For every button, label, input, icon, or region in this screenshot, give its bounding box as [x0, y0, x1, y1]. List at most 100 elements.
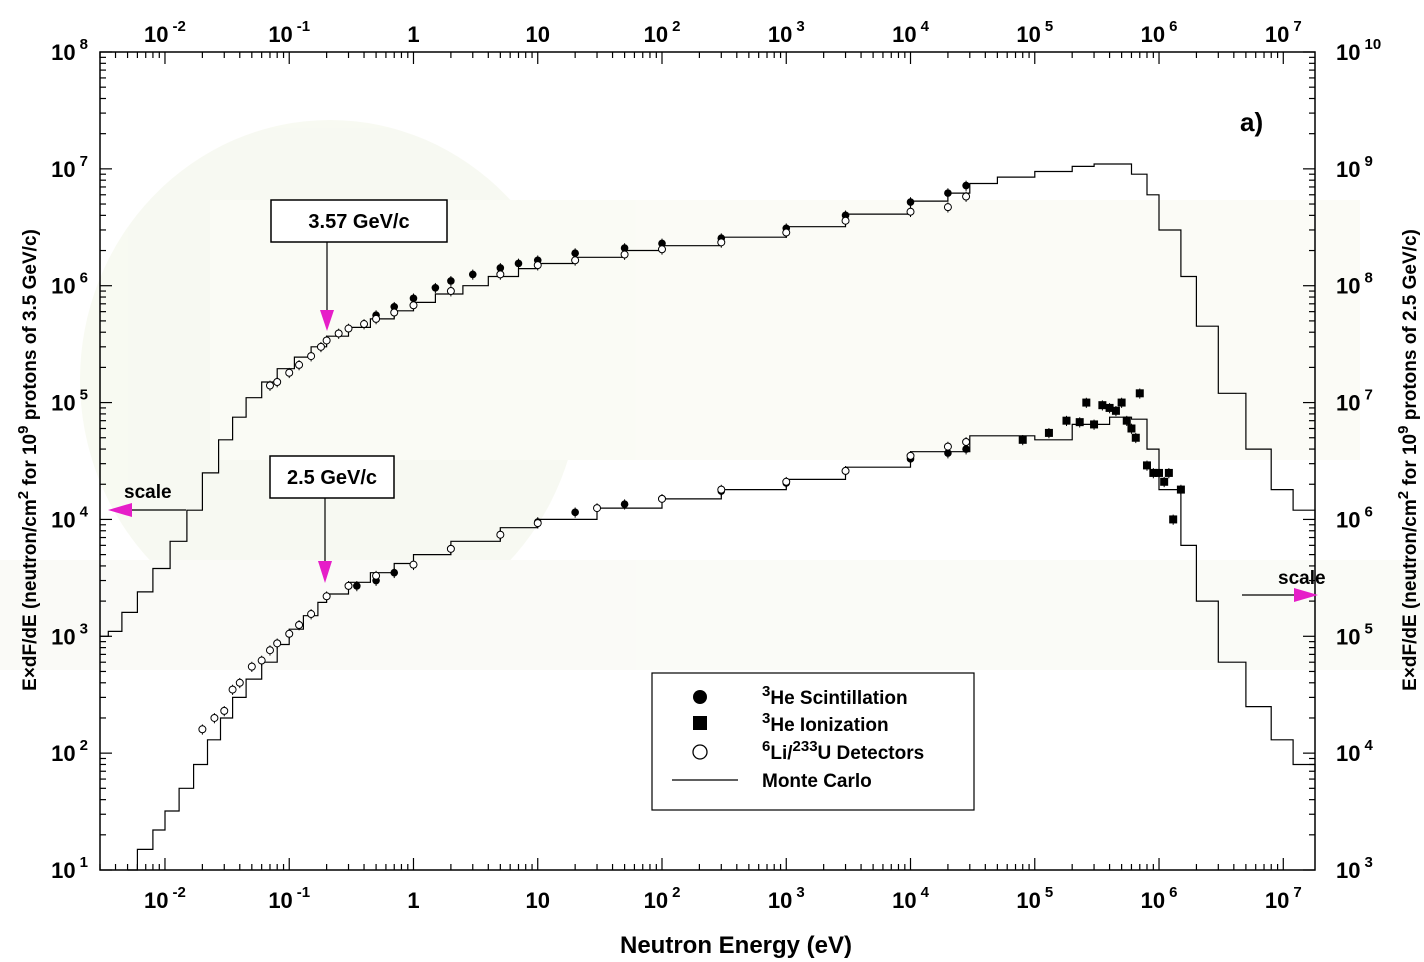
point-3he-ionization	[1062, 416, 1071, 425]
annotation-upper-text: 3.57 GeV/c	[308, 211, 409, 233]
point-li-u-detectors	[841, 216, 850, 225]
point-li-u-detectors	[334, 329, 343, 338]
x-tick-label-bottom: 1	[407, 888, 419, 913]
scale-right-arrow	[1294, 588, 1318, 602]
point-3he-scintillation	[962, 181, 970, 190]
point-3he-scintillation	[353, 582, 361, 590]
legend: 3He Scintillation 3He Ionization 6Li/233…	[651, 672, 975, 811]
point-3he-scintillation	[390, 303, 399, 311]
y-axis-right-title: E×dF/dE (neutron/cm2 for 109 protons of …	[1395, 229, 1421, 691]
point-li-u-detectors	[198, 725, 207, 734]
annotation-lower-arrow	[318, 561, 332, 583]
point-li-u-detectors	[210, 713, 219, 722]
legend-marker-li-u-detectors	[692, 744, 708, 760]
y-tick-label-left: 10 3	[51, 620, 88, 649]
point-3he-ionization	[1111, 406, 1120, 415]
point-3he-scintillation	[514, 259, 523, 268]
y-tick-label-right: 10 10	[1336, 36, 1381, 65]
point-li-u-detectors	[943, 203, 952, 212]
point-li-u-detectors	[657, 245, 666, 254]
point-li-u-detectors	[285, 629, 294, 638]
point-3he-ionization	[1160, 477, 1169, 486]
point-li-u-detectors	[322, 336, 331, 345]
point-li-u-detectors	[533, 519, 542, 528]
x-tick-label-bottom: 10 -1	[268, 884, 310, 913]
point-li-u-detectors	[322, 592, 331, 601]
x-tick-label-top: 10 2	[644, 18, 681, 47]
point-li-u-detectors	[265, 381, 274, 390]
point-li-u-detectors	[372, 571, 381, 580]
point-li-u-detectors	[782, 228, 791, 237]
point-3he-ionization	[1105, 403, 1114, 412]
annotation-lower: 2.5 GeV/c	[269, 455, 395, 583]
y-tick-label-right: 10 4	[1336, 737, 1373, 766]
y-tick-label-left: 10 1	[51, 854, 88, 883]
x-tick-label-top: 10 6	[1141, 18, 1178, 47]
point-3he-scintillation	[944, 189, 952, 197]
point-li-u-detectors	[657, 494, 666, 503]
point-3he-scintillation	[571, 508, 579, 517]
y-tick-label-right: 10 9	[1336, 153, 1373, 182]
point-li-u-detectors	[295, 620, 304, 629]
point-li-u-detectors	[571, 256, 580, 265]
point-3he-scintillation	[496, 264, 505, 272]
point-li-u-detectors	[295, 360, 304, 369]
point-3he-ionization	[1164, 468, 1173, 477]
point-li-u-detectors	[235, 678, 244, 687]
point-3he-scintillation	[390, 568, 399, 577]
x-tick-label-top: 10 5	[1016, 18, 1053, 47]
y-tick-label-left: 10 5	[51, 387, 88, 416]
point-3he-ionization	[1131, 433, 1140, 442]
x-tick-label-top: 10 7	[1265, 18, 1302, 47]
annotation-upper-box	[270, 199, 448, 243]
point-li-u-detectors	[409, 301, 418, 310]
y-tick-label-right: 10 5	[1336, 620, 1373, 649]
point-li-u-detectors	[841, 466, 850, 475]
y-tick-label-right: 10 6	[1336, 503, 1373, 532]
scale-left-text: scale	[124, 482, 172, 503]
legend-label-monte-carlo: Monte Carlo	[762, 771, 872, 792]
y-tick-label-right: 10 7	[1336, 387, 1373, 416]
point-li-u-detectors	[273, 639, 282, 648]
point-li-u-detectors	[620, 250, 629, 259]
x-tick-label-bottom: 10 3	[768, 884, 805, 913]
y-tick-label-right: 10 3	[1336, 854, 1373, 883]
y-tick-label-right: 10 8	[1336, 270, 1373, 299]
legend-label-li-u-detectors: 6Li/233U Detectors	[762, 738, 924, 764]
y-tick-label-left: 10 8	[51, 36, 88, 65]
x-tick-label-top: 1	[407, 22, 419, 47]
point-li-u-detectors	[593, 504, 602, 513]
x-tick-label-bottom: 10 4	[892, 884, 929, 913]
point-li-u-detectors	[717, 238, 726, 247]
x-axis-title: Neutron Energy (eV)	[620, 932, 852, 959]
point-3he-scintillation	[571, 249, 579, 257]
point-li-u-detectors	[228, 685, 237, 694]
point-li-u-detectors	[906, 207, 915, 216]
point-li-u-detectors	[496, 530, 505, 539]
data-series	[100, 163, 1316, 871]
annotation-lower-text: 2.5 GeV/c	[287, 467, 377, 489]
scale-left-arrow	[108, 503, 132, 517]
x-tick-label-bottom: 10 7	[1265, 884, 1302, 913]
x-tick-label-bottom: 10 5	[1016, 884, 1053, 913]
point-li-u-detectors	[360, 320, 369, 329]
point-li-u-detectors	[533, 261, 542, 270]
point-li-u-detectors	[717, 485, 726, 494]
point-3he-scintillation	[620, 500, 629, 508]
point-3he-scintillation	[409, 294, 418, 303]
x-tick-label-top: 10 -2	[144, 18, 186, 47]
panel-label: a)	[1240, 107, 1263, 137]
point-li-u-detectors	[265, 646, 274, 655]
point-3he-ionization	[1142, 461, 1151, 470]
point-3he-scintillation	[906, 198, 915, 206]
annotation-lower-box	[269, 455, 395, 499]
point-3he-scintillation	[447, 277, 455, 285]
point-3he-ionization	[1090, 420, 1099, 429]
x-tick-label-top: 10 -1	[268, 18, 310, 47]
point-3he-ionization	[1117, 398, 1126, 407]
point-3he-ionization	[1122, 416, 1131, 425]
point-li-u-detectors	[446, 287, 455, 296]
x-tick-label-bottom: 10 2	[644, 884, 681, 913]
